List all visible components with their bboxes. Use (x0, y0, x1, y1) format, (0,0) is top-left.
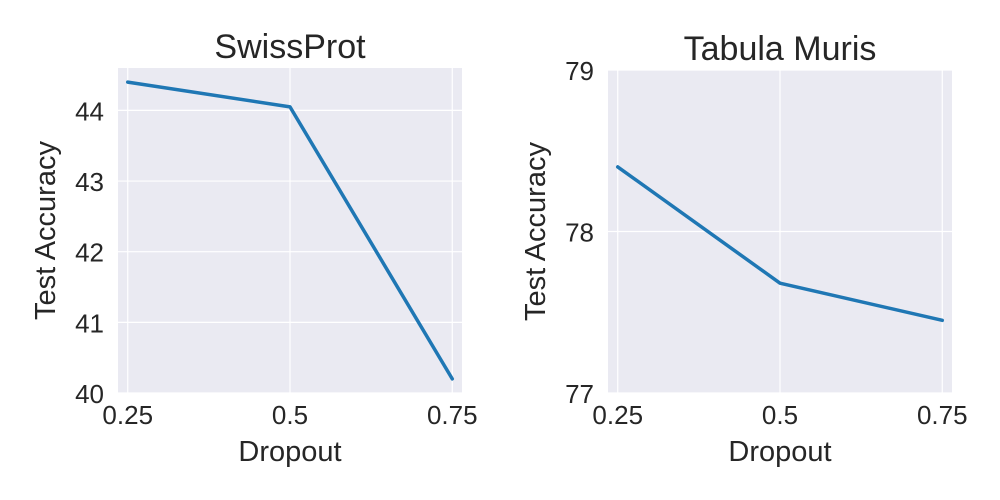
chart-title: SwissProt (214, 28, 366, 66)
chart-title: Tabula Muris (684, 30, 877, 68)
x-tick-label: 0.25 (102, 400, 153, 430)
y-tick-label: 77 (565, 379, 594, 409)
x-axis-label: Dropout (238, 436, 341, 468)
y-tick-label: 42 (75, 238, 104, 268)
x-tick-label: 0.25 (592, 400, 643, 430)
y-axis-label: Test Accuracy (30, 141, 62, 320)
y-axis-label: Test Accuracy (520, 142, 552, 321)
y-tick-label: 44 (75, 96, 104, 126)
y-tick-label: 41 (75, 308, 104, 338)
x-tick-label: 0.75 (917, 400, 968, 430)
chart-panel-tabula-muris: 0.25 0.5 0.75 77 78 79 Tabula Muris Dropout Test… (520, 30, 968, 468)
x-tick-label: 0.5 (762, 400, 798, 430)
y-tick-label: 43 (75, 167, 104, 197)
y-tick-label: 79 (565, 56, 594, 86)
y-tick-label: 40 (75, 379, 104, 409)
x-tick-label: 0.75 (427, 400, 478, 430)
chart-panel-swissprot: 0.25 0.5 0.75 40 41 42 43 44 SwissProt Dropout Tes… (30, 28, 478, 468)
y-tick-label: 78 (565, 218, 594, 248)
x-axis-label: Dropout (728, 436, 831, 468)
x-tick-label: 0.5 (272, 400, 308, 430)
